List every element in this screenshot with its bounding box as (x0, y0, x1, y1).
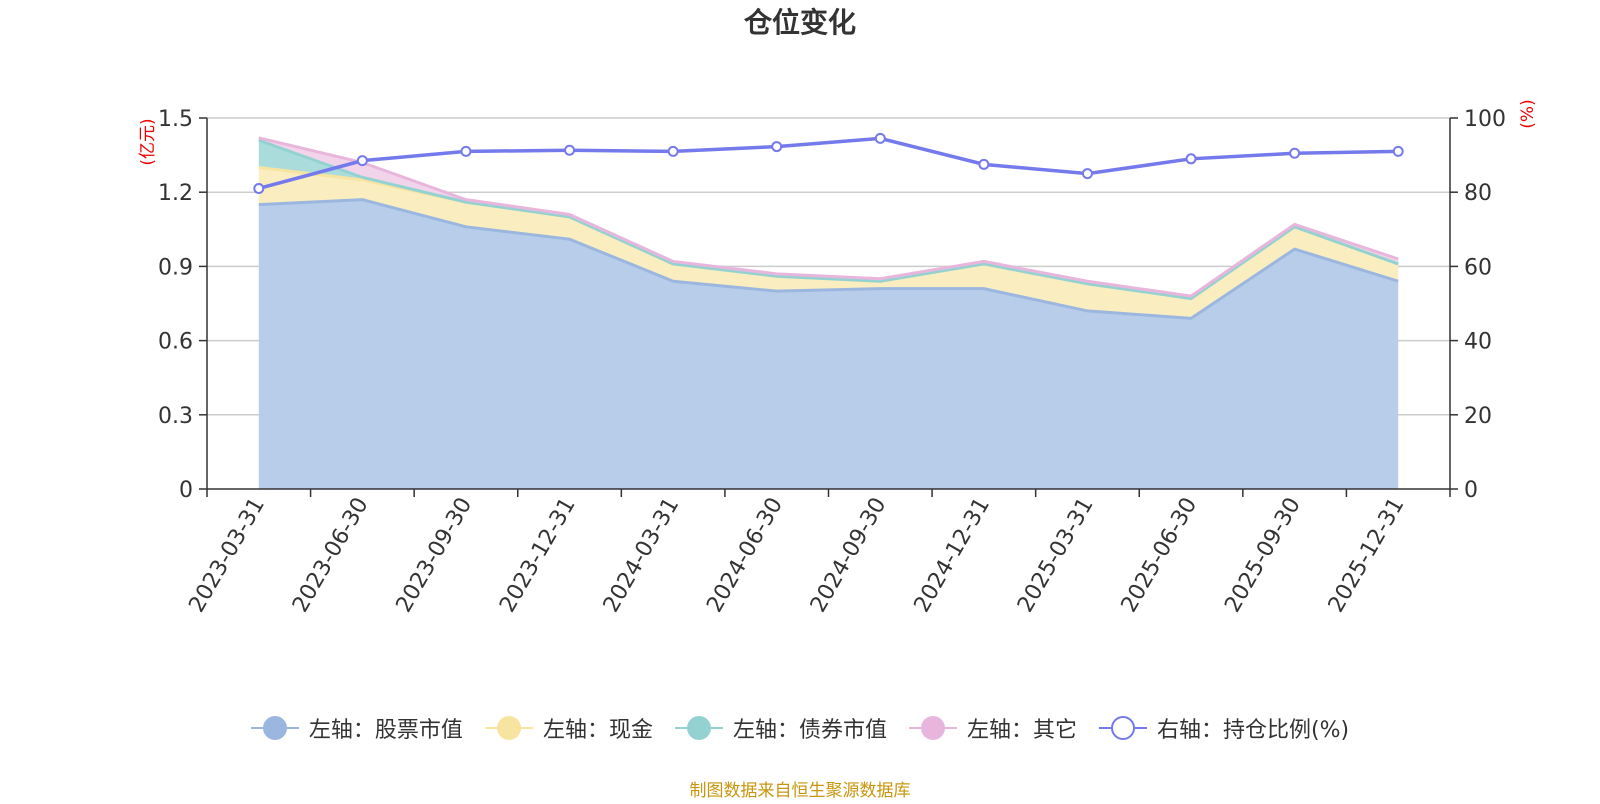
legend-item-1[interactable]: 左轴：股票市值 (250, 712, 463, 744)
legend-item-5[interactable]: 右轴：持仓比例(%) (1098, 712, 1350, 744)
ratio-point (1392, 145, 1404, 157)
legend-label: 右轴：持仓比例(%) (1156, 718, 1350, 743)
ratio-point (1289, 147, 1301, 159)
legend-swatch-icon (674, 715, 723, 741)
legend-item-4[interactable]: 左轴：其它 (908, 712, 1077, 744)
right-axis-label: (%) (1518, 99, 1538, 128)
legend-swatch-icon (250, 715, 299, 741)
legend-item-2[interactable]: 左轴：现金 (484, 712, 653, 744)
chart-title: 仓位变化 (744, 6, 856, 39)
left-axis-label: (亿元) (138, 118, 158, 165)
ratio-point (253, 182, 265, 194)
ratio-point (564, 144, 576, 156)
ratio-line (258, 136, 1399, 191)
x-tick-label: 2023-09-30 (392, 494, 478, 617)
x-tick-label: 2025-12-31 (1324, 494, 1410, 617)
legend: 左轴：股票市值 左轴：现金 左轴：债券市值 左轴：其它 右轴：持仓比例(%) (0, 712, 1600, 744)
left-tick-label: 0.3 (158, 404, 193, 429)
x-tick-label: 2025-09-30 (1220, 494, 1306, 617)
source-note: 制图数据来自恒生聚源数据库 (689, 781, 911, 801)
legend-item-3[interactable]: 左轴：债券市值 (674, 712, 887, 744)
x-tick-label: 2025-06-30 (1117, 494, 1203, 617)
area-line-4 (258, 136, 1399, 298)
left-tick-label: 1.5 (158, 107, 193, 132)
legend-swatch-icon (484, 715, 533, 741)
ratio-point (460, 145, 472, 157)
right-tick-label: 0 (1464, 478, 1478, 503)
right-tick-label: 80 (1464, 181, 1492, 206)
ratio-point (978, 158, 990, 170)
legend-label: 左轴：其它 (966, 718, 1077, 743)
right-tick-label: 100 (1464, 107, 1506, 132)
legend-label: 左轴：债券市值 (732, 718, 887, 743)
ratio-point (1185, 153, 1197, 165)
x-tick-label: 2024-09-30 (806, 494, 892, 617)
right-tick-label: 20 (1464, 404, 1492, 429)
right-tick-label: 60 (1464, 255, 1492, 280)
legend-swatch-icon (908, 715, 957, 741)
legend-label: 左轴：现金 (542, 718, 653, 743)
ratio-point (771, 141, 783, 153)
area-line-1 (258, 198, 1399, 320)
left-tick-label: 0 (179, 478, 193, 503)
left-tick-label: 1.2 (158, 181, 193, 206)
area-1 (258, 199, 1399, 489)
x-tick-label: 2024-12-31 (909, 494, 995, 617)
legend-swatch-icon (1098, 715, 1147, 741)
legend-label: 左轴：股票市值 (308, 718, 463, 743)
ratio-point (356, 155, 368, 167)
x-tick-label: 2025-03-31 (1013, 494, 1099, 617)
x-tick-label: 2023-03-31 (184, 494, 270, 617)
ratio-point (874, 132, 886, 144)
area-line-3 (258, 138, 1399, 301)
x-tick-label: 2024-03-31 (599, 494, 685, 617)
ratio-point (1081, 168, 1093, 180)
right-tick-label: 40 (1464, 330, 1492, 355)
x-tick-label: 2023-06-30 (288, 494, 374, 617)
left-tick-label: 0.9 (158, 255, 193, 280)
x-tick-label: 2023-12-31 (495, 494, 581, 617)
ratio-point (667, 145, 679, 157)
x-tick-label: 2024-06-30 (702, 494, 788, 617)
left-tick-label: 0.6 (158, 330, 193, 355)
